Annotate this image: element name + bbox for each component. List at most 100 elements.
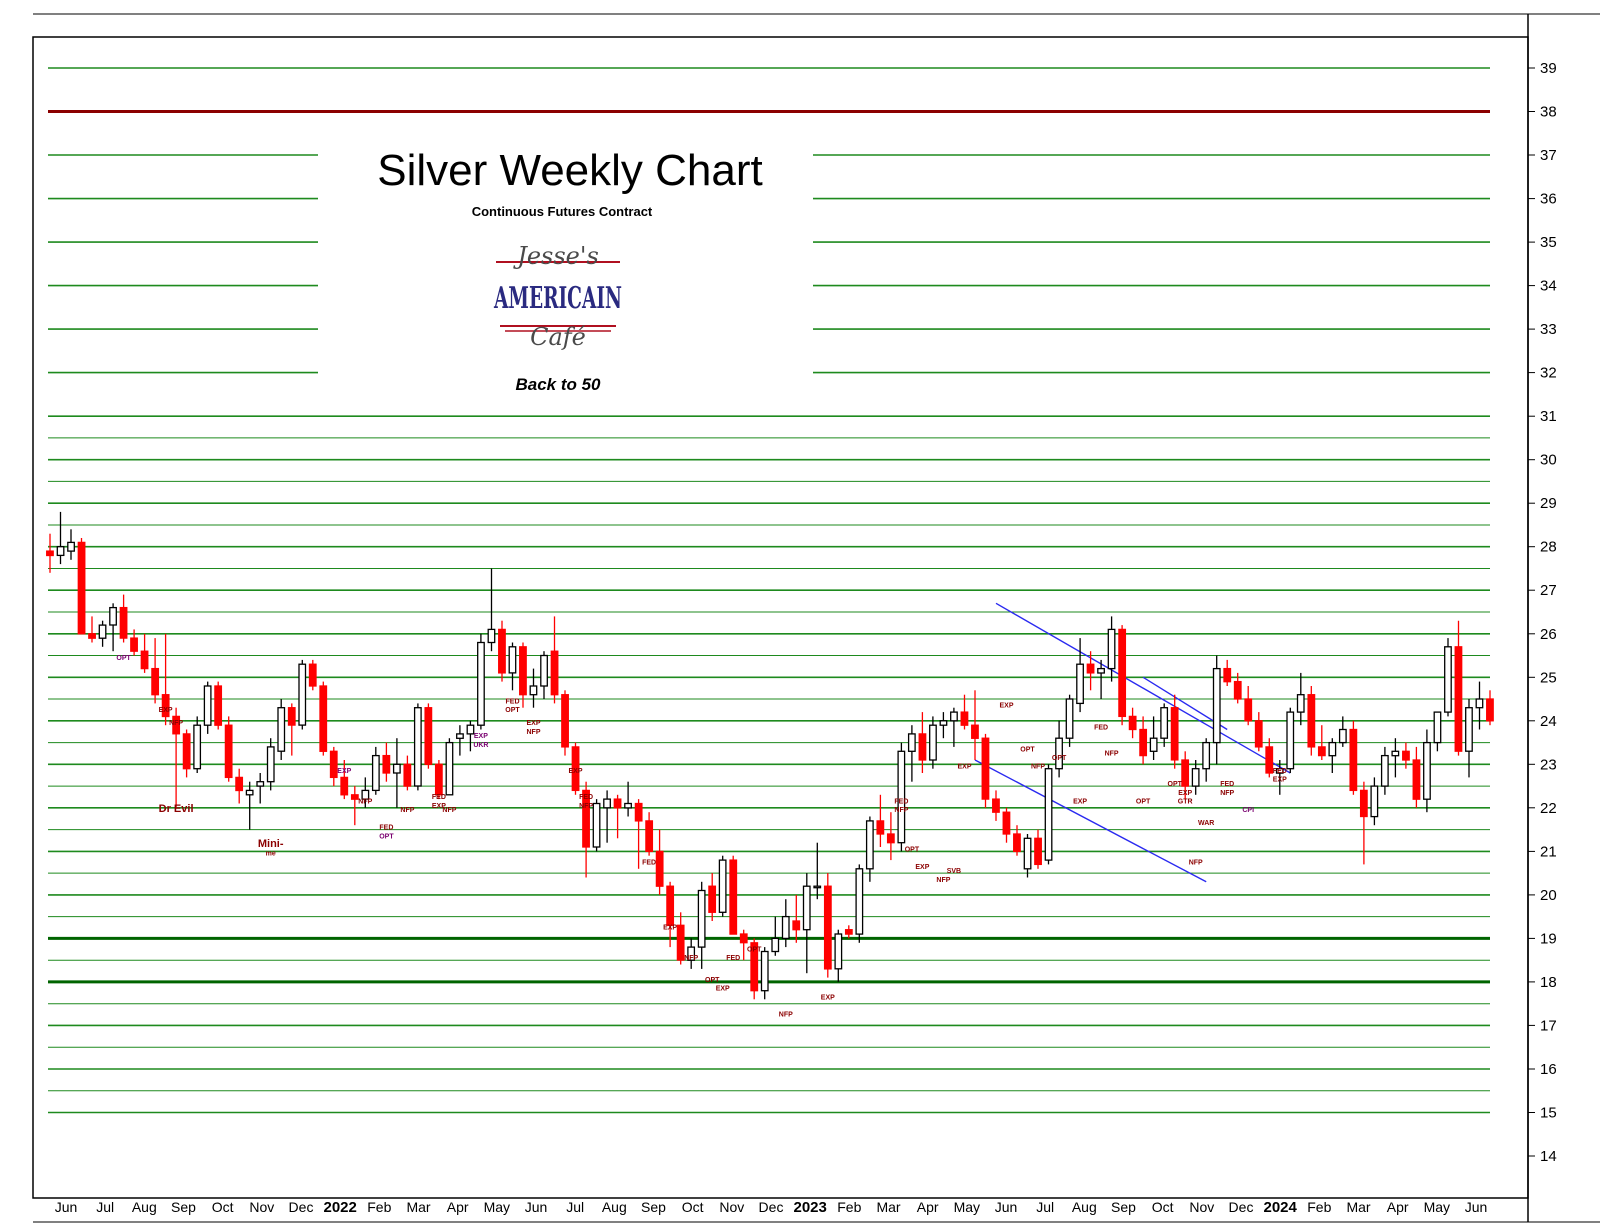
candle-body [592,802,601,848]
candle [477,633,485,730]
candle [130,629,138,656]
candle [1139,716,1148,765]
candle-body [676,924,685,961]
candle-body [1244,698,1253,722]
event-annotation: EXP [999,703,1013,710]
candle [529,668,538,708]
price-gridlines [48,67,1490,1114]
x-tick-label: Apr [1387,1199,1409,1215]
candle [1254,712,1263,752]
x-tick-label: Oct [682,1199,704,1215]
x-tick-label: Jun [1465,1199,1488,1215]
candle-body [950,711,958,722]
candle-body [1023,837,1032,870]
candle-body [434,763,443,796]
y-tick-label: 21 [1540,843,1557,860]
candle [498,620,506,682]
channel-line [995,602,1291,774]
candle [960,694,969,730]
x-tick-label: May [484,1199,510,1215]
candle [1296,672,1305,726]
candle [1265,738,1274,778]
y-tick-label: 16 [1540,1061,1557,1078]
x-tick-label: Aug [1072,1199,1097,1215]
candle-body [298,663,307,726]
candle-body [1307,694,1316,748]
event-annotation: NFP [400,807,414,814]
candle [1475,681,1484,730]
x-tick-label: Jun [55,1199,78,1215]
candle-body [1475,698,1484,709]
candle-body [655,850,664,887]
candle-body [161,694,170,718]
candle-body [256,781,265,787]
x-tick-label: Dec [1229,1199,1254,1215]
event-annotation: FED [726,955,740,962]
candle [424,703,433,769]
candle [245,781,254,830]
event-annotation: FED [1273,768,1287,775]
chart-title: Silver Weekly Chart [377,146,763,195]
candle [151,638,160,704]
candle [750,938,759,1000]
x-tick-label: 2023 [794,1199,827,1216]
x-tick-label: Jul [96,1199,114,1215]
candle [561,690,569,756]
candle-body [350,794,359,800]
candle-body [1433,711,1442,744]
candle [235,768,244,804]
y-tick-label: 24 [1540,713,1557,730]
x-tick-label: 2022 [324,1199,357,1216]
candle [1107,616,1116,682]
candle [119,594,128,643]
candle [1191,760,1200,795]
candle [1286,707,1295,773]
candle [1149,716,1158,760]
candle [1160,703,1169,747]
candle [865,816,874,882]
candle [697,881,706,969]
y-tick-label: 31 [1540,408,1557,425]
candle [687,938,696,969]
candle [550,616,559,704]
candle-body [403,763,412,787]
candle [655,829,664,895]
event-annotation: OPT [505,707,520,714]
event-annotation: FED [379,825,393,832]
event-annotation: EXP [663,925,677,932]
event-annotation: EXP [915,864,929,871]
candle [1233,672,1242,704]
x-tick-label: Jun [995,1199,1018,1215]
candle-body [1370,785,1379,818]
y-tick-label: 38 [1540,104,1557,121]
candle-body [172,715,181,735]
candle-body [571,746,580,792]
candle [382,742,391,782]
candle [445,738,454,796]
candle [634,799,643,869]
y-tick-label: 27 [1540,582,1557,599]
y-tick-label: 33 [1540,321,1557,338]
event-annotation: OPT [1136,799,1151,806]
candle [298,659,307,730]
x-tick-label: Nov [249,1199,274,1215]
event-annotation: NFP [169,720,183,727]
y-tick-label: 23 [1540,756,1557,773]
x-tick-label: 2024 [1264,1199,1298,1216]
event-annotation: OPT [705,977,720,984]
x-tick-label: Nov [1189,1199,1214,1215]
candle-body [319,685,328,752]
candle-body [329,750,338,779]
candle [1013,825,1021,856]
event-annotation: NFP [527,729,541,736]
event-annotation: OPT [747,947,762,954]
candle [340,760,349,800]
chart-subtitle: Continuous Futures Contract [472,204,653,219]
x-tick-label: Mar [406,1199,430,1215]
candle [1097,659,1105,699]
y-tick-label: 30 [1540,452,1557,469]
candle [214,681,223,730]
candle-body [1065,698,1074,739]
candle [571,742,580,795]
candle [540,651,548,699]
